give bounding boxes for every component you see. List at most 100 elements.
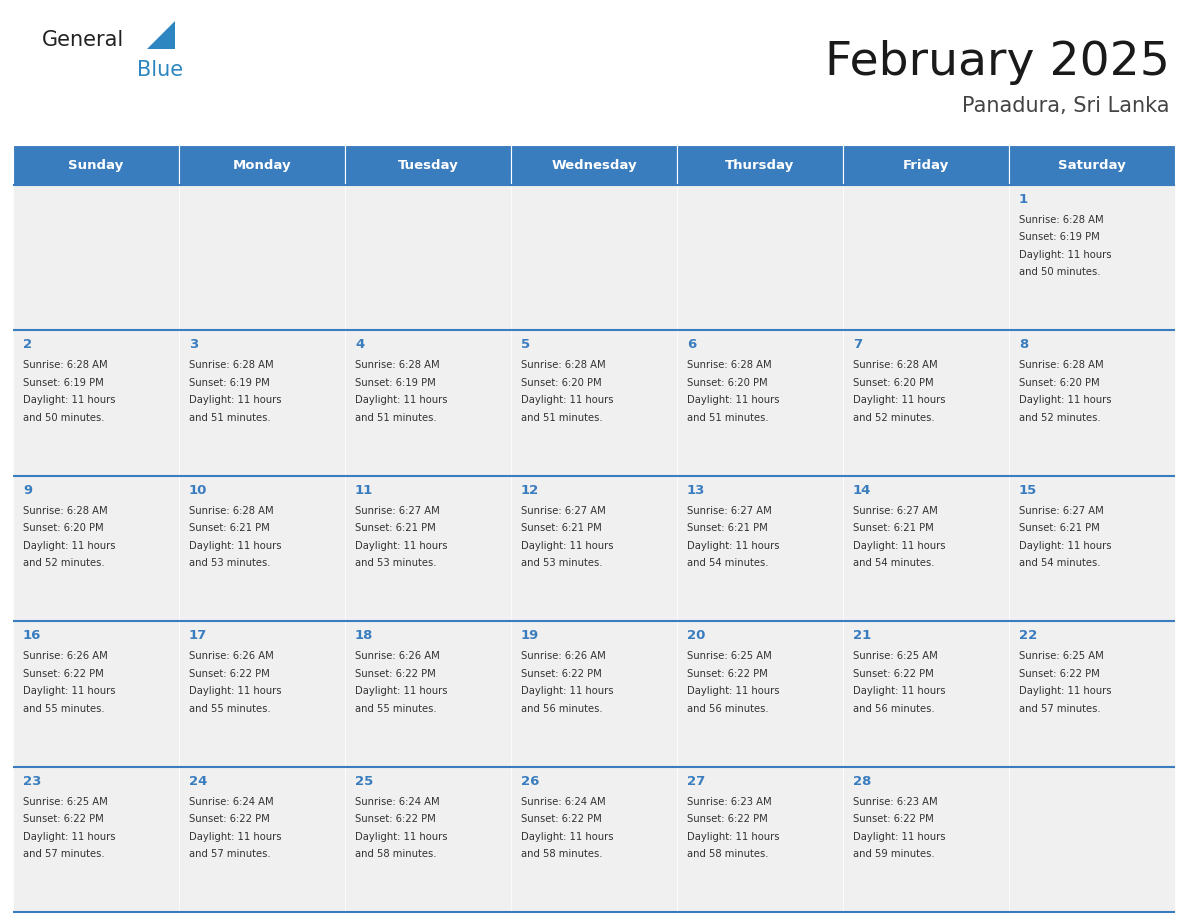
Text: Daylight: 11 hours: Daylight: 11 hours: [853, 832, 946, 842]
Text: 28: 28: [853, 775, 871, 788]
Text: Daylight: 11 hours: Daylight: 11 hours: [23, 686, 115, 696]
Text: Sunrise: 6:27 AM: Sunrise: 6:27 AM: [853, 506, 937, 516]
Text: and 55 minutes.: and 55 minutes.: [355, 704, 437, 713]
Bar: [345, 330, 511, 476]
Bar: [1009, 185, 1175, 330]
Text: Daylight: 11 hours: Daylight: 11 hours: [687, 832, 779, 842]
Text: 14: 14: [853, 484, 871, 497]
Text: 18: 18: [355, 629, 373, 643]
Text: General: General: [42, 30, 125, 50]
Text: and 51 minutes.: and 51 minutes.: [522, 413, 602, 423]
Text: and 53 minutes.: and 53 minutes.: [355, 558, 436, 568]
Text: Sunset: 6:21 PM: Sunset: 6:21 PM: [687, 523, 767, 533]
Bar: [677, 330, 843, 476]
Bar: [179, 330, 345, 476]
Text: Sunset: 6:21 PM: Sunset: 6:21 PM: [355, 523, 436, 533]
Text: and 57 minutes.: and 57 minutes.: [1019, 704, 1100, 713]
Text: Sunset: 6:20 PM: Sunset: 6:20 PM: [853, 378, 934, 388]
Bar: [677, 185, 843, 330]
Text: Daylight: 11 hours: Daylight: 11 hours: [355, 396, 448, 406]
Text: Sunset: 6:21 PM: Sunset: 6:21 PM: [853, 523, 934, 533]
Text: Sunset: 6:22 PM: Sunset: 6:22 PM: [687, 668, 767, 678]
Bar: [843, 476, 1009, 621]
Text: Daylight: 11 hours: Daylight: 11 hours: [1019, 541, 1112, 551]
Text: 9: 9: [23, 484, 32, 497]
Bar: [179, 767, 345, 912]
Text: and 57 minutes.: and 57 minutes.: [189, 849, 271, 859]
Bar: [511, 330, 677, 476]
Text: and 53 minutes.: and 53 minutes.: [522, 558, 602, 568]
Text: Sunrise: 6:24 AM: Sunrise: 6:24 AM: [189, 797, 273, 807]
Text: 15: 15: [1019, 484, 1037, 497]
Text: 24: 24: [189, 775, 208, 788]
Text: Panadura, Sri Lanka: Panadura, Sri Lanka: [962, 96, 1170, 116]
Bar: [511, 767, 677, 912]
Bar: [345, 145, 511, 185]
Text: 11: 11: [355, 484, 373, 497]
Text: and 50 minutes.: and 50 minutes.: [1019, 267, 1100, 277]
Text: Blue: Blue: [137, 60, 183, 80]
Text: and 50 minutes.: and 50 minutes.: [23, 413, 105, 423]
Text: Sunrise: 6:28 AM: Sunrise: 6:28 AM: [687, 361, 772, 370]
Bar: [843, 145, 1009, 185]
Text: Sunset: 6:21 PM: Sunset: 6:21 PM: [189, 523, 270, 533]
Text: and 58 minutes.: and 58 minutes.: [687, 849, 769, 859]
Text: Wednesday: Wednesday: [551, 159, 637, 172]
Text: Daylight: 11 hours: Daylight: 11 hours: [23, 541, 115, 551]
Bar: [13, 476, 179, 621]
Text: and 54 minutes.: and 54 minutes.: [853, 558, 935, 568]
Bar: [677, 476, 843, 621]
Text: Sunrise: 6:23 AM: Sunrise: 6:23 AM: [687, 797, 772, 807]
Text: Daylight: 11 hours: Daylight: 11 hours: [189, 396, 282, 406]
Text: 2: 2: [23, 339, 32, 352]
Bar: [677, 767, 843, 912]
Text: and 52 minutes.: and 52 minutes.: [23, 558, 105, 568]
Text: and 58 minutes.: and 58 minutes.: [522, 849, 602, 859]
Text: Sunset: 6:22 PM: Sunset: 6:22 PM: [522, 668, 602, 678]
Text: Sunrise: 6:25 AM: Sunrise: 6:25 AM: [23, 797, 108, 807]
Text: Sunrise: 6:23 AM: Sunrise: 6:23 AM: [853, 797, 937, 807]
Text: Sunrise: 6:24 AM: Sunrise: 6:24 AM: [355, 797, 440, 807]
Text: Thursday: Thursday: [726, 159, 795, 172]
Text: Sunset: 6:20 PM: Sunset: 6:20 PM: [23, 523, 103, 533]
Text: 8: 8: [1019, 339, 1029, 352]
Text: Sunset: 6:22 PM: Sunset: 6:22 PM: [1019, 668, 1100, 678]
Text: Sunset: 6:21 PM: Sunset: 6:21 PM: [522, 523, 602, 533]
Bar: [345, 476, 511, 621]
Bar: [843, 330, 1009, 476]
Bar: [345, 185, 511, 330]
Text: Sunset: 6:22 PM: Sunset: 6:22 PM: [189, 668, 270, 678]
Text: Sunrise: 6:28 AM: Sunrise: 6:28 AM: [522, 361, 606, 370]
Text: 19: 19: [522, 629, 539, 643]
Text: Daylight: 11 hours: Daylight: 11 hours: [355, 541, 448, 551]
Text: Daylight: 11 hours: Daylight: 11 hours: [355, 686, 448, 696]
Text: Daylight: 11 hours: Daylight: 11 hours: [189, 686, 282, 696]
Text: and 57 minutes.: and 57 minutes.: [23, 849, 105, 859]
Text: and 55 minutes.: and 55 minutes.: [189, 704, 271, 713]
Text: 22: 22: [1019, 629, 1037, 643]
Text: 1: 1: [1019, 193, 1028, 206]
Bar: [511, 145, 677, 185]
Text: and 54 minutes.: and 54 minutes.: [687, 558, 769, 568]
Text: February 2025: February 2025: [826, 40, 1170, 85]
Bar: [179, 621, 345, 767]
Text: Daylight: 11 hours: Daylight: 11 hours: [355, 832, 448, 842]
Text: Daylight: 11 hours: Daylight: 11 hours: [853, 396, 946, 406]
Bar: [677, 621, 843, 767]
Text: Sunset: 6:22 PM: Sunset: 6:22 PM: [853, 814, 934, 824]
Text: 7: 7: [853, 339, 862, 352]
Text: Sunset: 6:22 PM: Sunset: 6:22 PM: [522, 814, 602, 824]
Text: Daylight: 11 hours: Daylight: 11 hours: [853, 686, 946, 696]
Bar: [13, 330, 179, 476]
Text: 6: 6: [687, 339, 696, 352]
Text: Sunrise: 6:25 AM: Sunrise: 6:25 AM: [853, 651, 937, 661]
Text: and 52 minutes.: and 52 minutes.: [1019, 413, 1100, 423]
Text: and 56 minutes.: and 56 minutes.: [522, 704, 602, 713]
Text: Sunset: 6:22 PM: Sunset: 6:22 PM: [853, 668, 934, 678]
Text: and 51 minutes.: and 51 minutes.: [355, 413, 437, 423]
Bar: [511, 185, 677, 330]
Text: 23: 23: [23, 775, 42, 788]
Text: Sunset: 6:22 PM: Sunset: 6:22 PM: [355, 814, 436, 824]
Text: and 56 minutes.: and 56 minutes.: [853, 704, 935, 713]
Text: Friday: Friday: [903, 159, 949, 172]
